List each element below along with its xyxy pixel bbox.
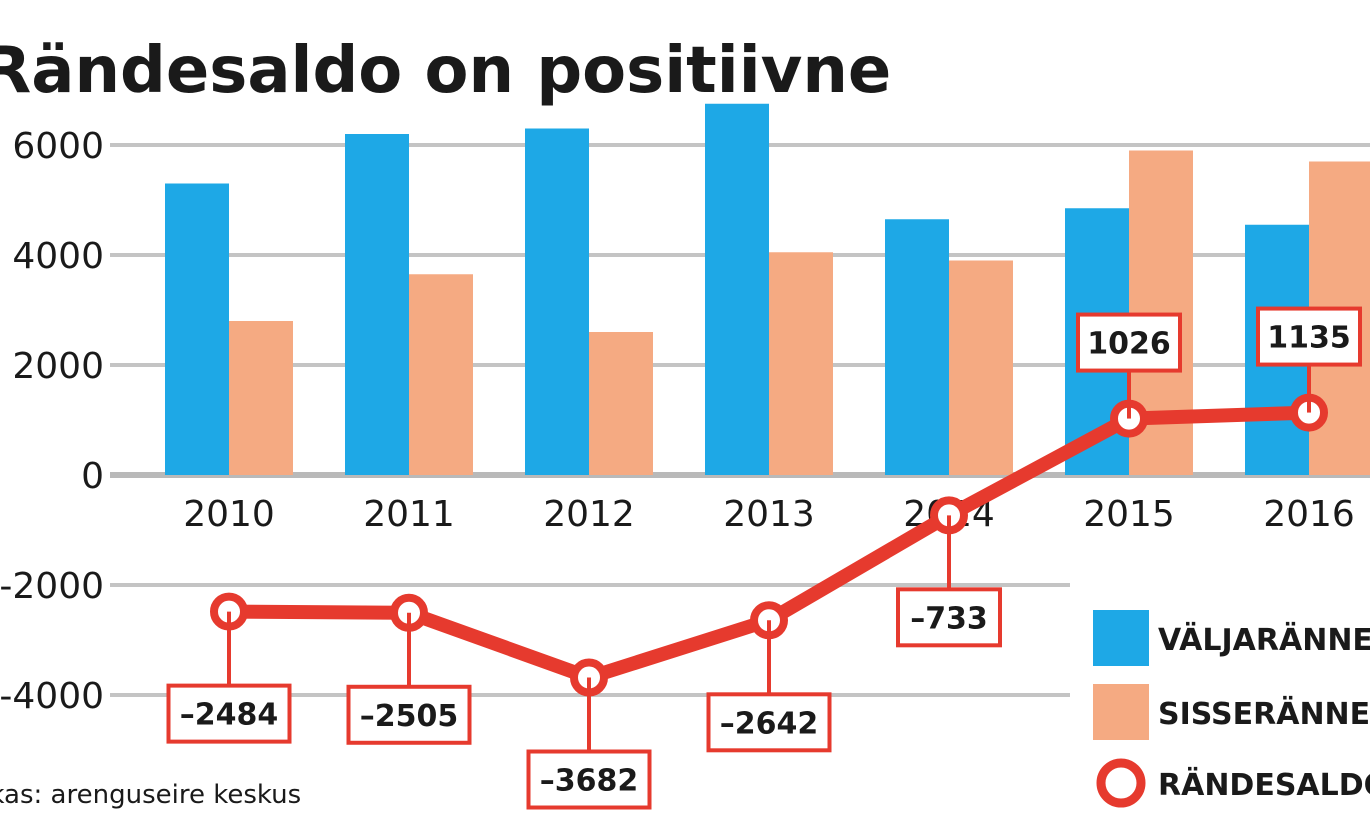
data-label-box-2013 — [706, 692, 832, 753]
y-tick-label: 4000 — [12, 236, 104, 277]
data-labels: –2484 –2505 –3682 –2642 –733 1026 1135 — [166, 306, 1362, 810]
bar-sisseranne-2014 — [949, 260, 1013, 475]
data-label-box-2010 — [166, 683, 292, 744]
y-tick-label: 0 — [81, 456, 104, 497]
legend: VÄLJARÄNNE SISSERÄNNE RÄNDESALDO — [1093, 610, 1370, 808]
x-tick-label-2011: 2011 — [363, 494, 455, 535]
data-label-2013: –2642 — [720, 706, 819, 741]
x-tick-label-2013: 2013 — [723, 494, 815, 535]
bar-sisseranne-2012 — [589, 332, 653, 475]
data-label-2016: 1135 — [1267, 321, 1351, 356]
data-label-2010: –2484 — [180, 698, 279, 733]
bar-sisseranne-2013 — [769, 252, 833, 475]
x-tick-label-2010: 2010 — [183, 494, 275, 535]
data-label-2015: 1026 — [1087, 327, 1171, 362]
data-label-box-2012 — [526, 749, 652, 810]
y-tick-label: 2000 — [12, 346, 104, 387]
x-tick-label-2016: 2016 — [1263, 494, 1355, 535]
bar-sisseranne-2010 — [229, 321, 293, 475]
legend-label-randesaldo: RÄNDESALDO — [1158, 767, 1370, 803]
y-axis-ticks: -4000 -2000 0 2000 4000 6000 — [0, 126, 104, 717]
x-tick-label-2012: 2012 — [543, 494, 635, 535]
legend-swatch-sisseranne — [1093, 684, 1149, 740]
bar-valjaranne-2014 — [885, 219, 949, 475]
source-note: Allikas: arenguseire keskus — [0, 780, 301, 810]
bar-valjaranne-2012 — [525, 128, 589, 475]
data-label-2012: –3682 — [540, 764, 639, 799]
data-label-box-2014 — [896, 587, 1002, 648]
legend-marker-randesaldo — [1096, 758, 1146, 808]
data-label-box-2016 — [1256, 306, 1362, 367]
bar-valjaranne-2010 — [165, 183, 229, 475]
legend-swatch-valjaranne — [1093, 610, 1149, 666]
bar-valjaranne-2011 — [345, 134, 409, 475]
legend-label-valjaranne: VÄLJARÄNNE — [1158, 622, 1370, 658]
data-label-2011: –2505 — [360, 699, 459, 734]
legend-label-sisseranne: SISSERÄNNE — [1158, 696, 1370, 732]
data-label-box-2015 — [1076, 312, 1182, 373]
chart-title: Rändesaldo on positiivne — [0, 34, 891, 108]
data-label-2014: –733 — [910, 601, 988, 636]
x-axis-ticks: 2010201120122013201420152016 — [183, 494, 1355, 535]
x-tick-label-2015: 2015 — [1083, 494, 1175, 535]
bar-sisseranne-2011 — [409, 274, 473, 475]
y-tick-label: -4000 — [0, 676, 104, 717]
data-label-box-2011 — [346, 684, 472, 745]
y-tick-label: -2000 — [0, 566, 104, 607]
bar-valjaranne-2013 — [705, 103, 769, 475]
y-tick-label: 6000 — [12, 126, 104, 167]
